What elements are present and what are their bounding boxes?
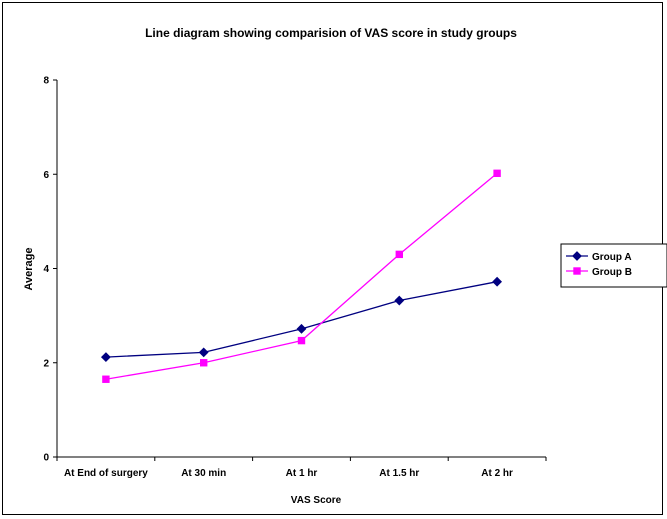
y-axis-label: Average — [23, 247, 35, 290]
y-tick-labels: 0 2 4 6 8 — [43, 76, 49, 464]
data-point-group-b — [395, 250, 404, 259]
data-point-group-b — [297, 336, 306, 345]
y-tick-label: 6 — [43, 170, 49, 181]
legend-marker-group-b — [573, 267, 581, 275]
data-point-group-a — [296, 323, 307, 334]
x-tick-label: At 1.5 hr — [379, 468, 419, 479]
x-axis-label: VAS Score — [291, 495, 342, 506]
data-point-group-a — [492, 276, 503, 287]
legend-label-group-a: Group A — [592, 252, 632, 263]
x-tick-label: At End of surgery — [64, 468, 148, 479]
data-point-group-b — [102, 375, 110, 383]
x-tick-labels: At End of surgery At 30 min At 1 hr At 1.5 … — [64, 468, 513, 479]
series-lines — [100, 169, 503, 383]
y-tick-label: 0 — [43, 453, 49, 464]
x-tick-label: At 30 min — [181, 468, 226, 479]
chart-title: Line diagram showing comparision of VAS … — [145, 26, 517, 40]
axes — [53, 79, 547, 461]
x-tick-label: At 2 hr — [481, 468, 513, 479]
legend-marker-group-a — [572, 251, 582, 261]
legend-label-group-b: Group B — [592, 267, 632, 278]
series-line-group-a — [105, 281, 498, 358]
legend: Group A Group B — [560, 243, 667, 288]
chart-frame — [2, 2, 663, 515]
data-point-group-a — [394, 295, 405, 306]
legend-box — [560, 243, 667, 288]
y-tick-label: 4 — [43, 264, 49, 275]
series-line-group-b — [105, 172, 498, 380]
data-point-group-a — [100, 352, 111, 363]
data-point-group-a — [198, 347, 209, 358]
y-tick-label: 2 — [43, 358, 49, 369]
x-tick-label: At 1 hr — [286, 468, 318, 479]
data-point-group-b — [493, 169, 501, 178]
data-point-group-b — [200, 359, 208, 367]
y-tick-label: 8 — [43, 76, 49, 87]
